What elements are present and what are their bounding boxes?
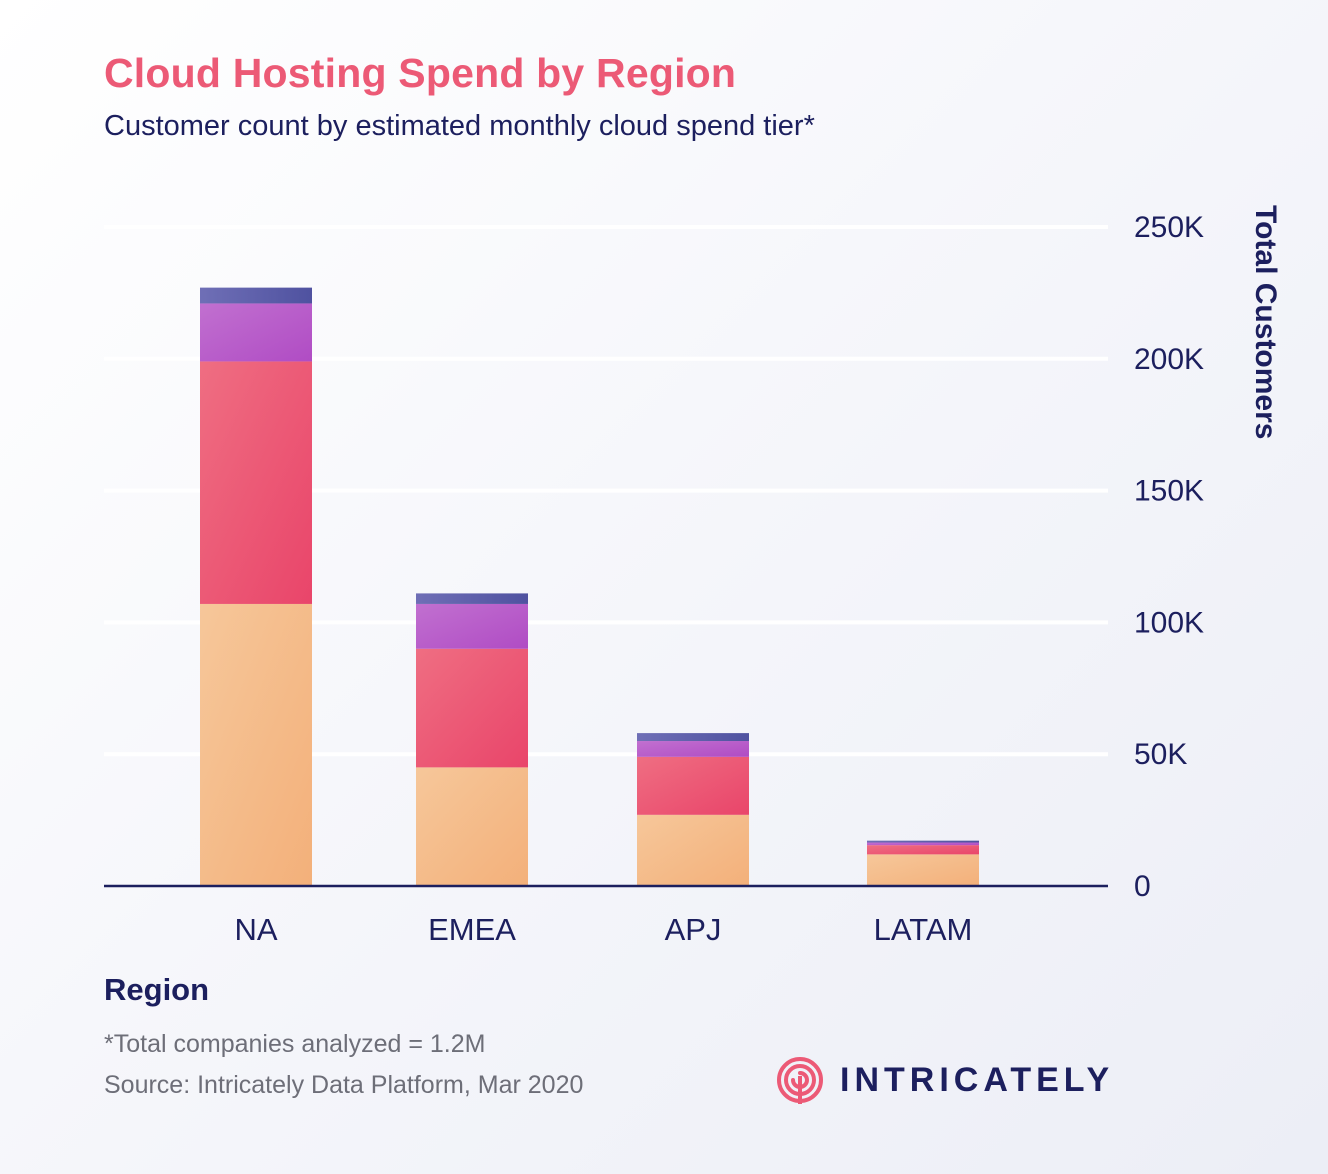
chart-subtitle: Customer count by estimated monthly clou…: [104, 110, 815, 142]
bar-segment: [416, 593, 528, 604]
y-tick-label: 50K: [1134, 738, 1187, 771]
x-tick-label: APJ: [665, 912, 722, 947]
bar-segment: [200, 287, 312, 304]
bars: [200, 287, 979, 886]
bar-segment: [637, 733, 749, 742]
brand-logo: INTRICATELY: [776, 1056, 1114, 1104]
bar-segment: [867, 842, 979, 846]
x-axis-title: Region: [104, 972, 210, 1007]
bar-segment: [637, 756, 749, 815]
source-note: Source: Intricately Data Platform, Mar 2…: [104, 1071, 584, 1099]
bar-segment: [637, 814, 749, 886]
bar-segment: [867, 854, 979, 886]
y-tick-label: 150K: [1134, 475, 1204, 508]
bar-segment: [200, 603, 312, 886]
bar-segment: [416, 648, 528, 768]
chart-title: Cloud Hosting Spend by Region: [104, 50, 737, 96]
target-spiral-icon: [777, 1057, 823, 1104]
axes: 0 50K 100K 150K 200K 250K NA EMEA APJ LATAM Total …: [104, 205, 1282, 947]
y-tick-label: 200K: [1134, 343, 1204, 376]
x-tick-label: EMEA: [428, 912, 516, 947]
bar-segment: [416, 767, 528, 886]
bar-segment: [867, 845, 979, 855]
y-axis-title: Total Customers: [1249, 205, 1282, 439]
x-tick-label: LATAM: [874, 912, 973, 947]
y-tick-label: 0: [1134, 870, 1151, 903]
brand-name: INTRICATELY: [840, 1060, 1115, 1099]
footnote: *Total companies analyzed = 1.2M: [104, 1030, 486, 1058]
bar-segment: [637, 741, 749, 757]
y-tick-label: 100K: [1134, 606, 1204, 639]
y-tick-label: 250K: [1134, 211, 1204, 244]
bar-segment: [200, 361, 312, 604]
bar-segment: [416, 603, 528, 649]
bar-segment: [200, 303, 312, 362]
x-tick-label: NA: [234, 912, 277, 947]
bar-segment: [867, 840, 979, 843]
